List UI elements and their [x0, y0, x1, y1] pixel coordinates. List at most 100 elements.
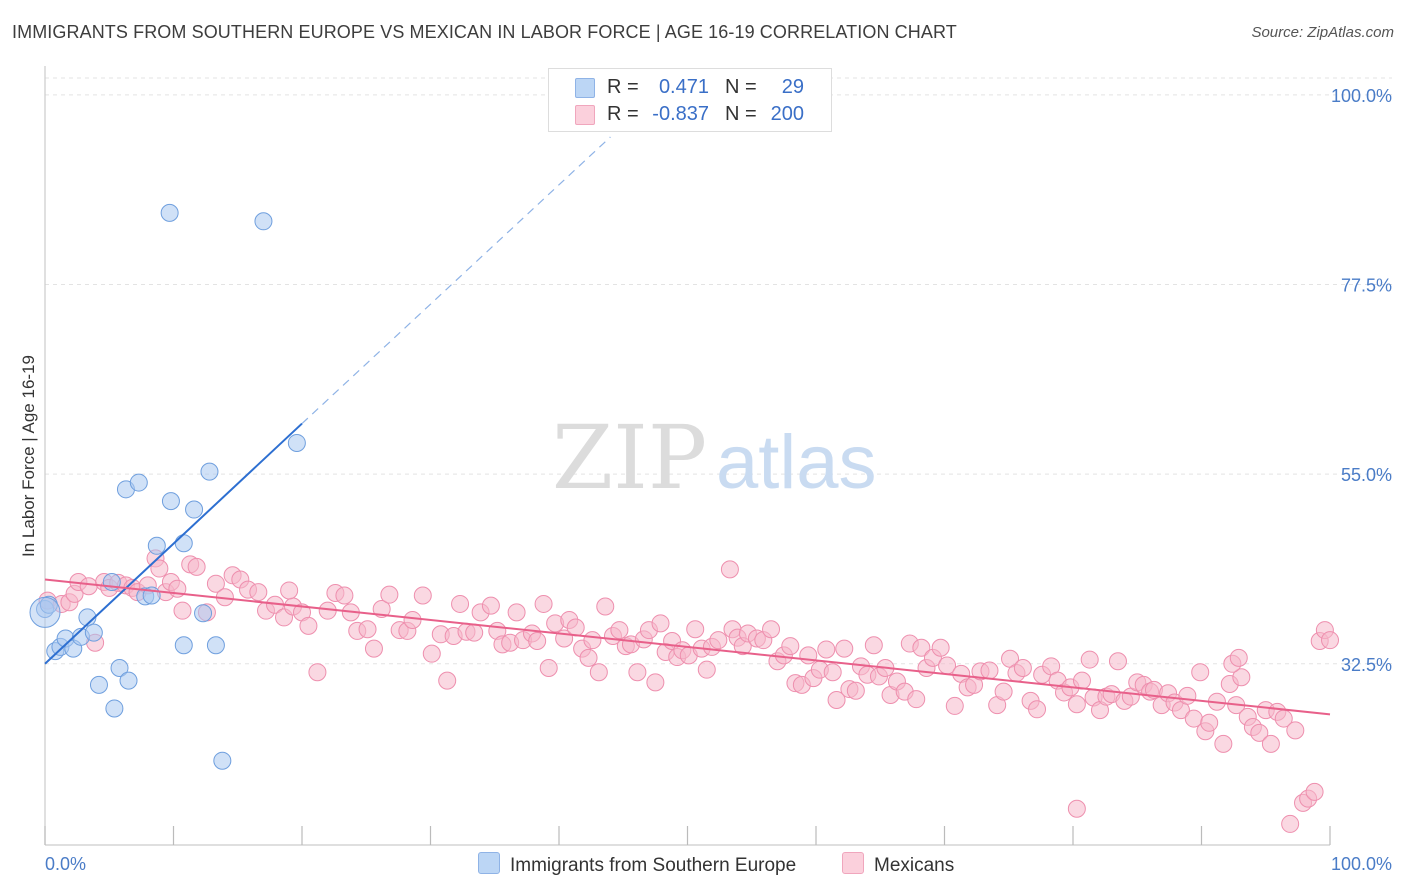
y-tick-label: 100.0% [1331, 86, 1392, 106]
data-point [308, 663, 327, 682]
data-point [907, 690, 926, 709]
r-label: R = [607, 76, 639, 98]
data-point [79, 577, 98, 596]
series-legend: Immigrants from Southern Europe Mexicans [0, 850, 1406, 880]
legend-label: Mexicans [874, 855, 955, 876]
data-point [651, 614, 670, 633]
data-point [213, 751, 232, 770]
data-point [84, 623, 103, 642]
legend-swatch-pink [842, 852, 864, 874]
series-mexicans [38, 549, 1339, 833]
x-tick-label: 0.0% [45, 854, 86, 874]
data-point [287, 433, 306, 452]
trend-lines [44, 136, 1331, 716]
legend-item-southern-europe[interactable]: Immigrants from Southern Europe [478, 852, 796, 877]
data-point [364, 639, 383, 658]
data-point [451, 594, 470, 613]
data-point [1281, 814, 1300, 833]
legend-row-mexicans: R = -0.837 N = 200 [549, 101, 831, 127]
data-point [129, 473, 148, 492]
data-point [438, 671, 457, 690]
data-point [781, 637, 800, 656]
x-tick-label: 100.0% [1331, 854, 1392, 874]
data-point [1229, 648, 1248, 667]
data-point [1080, 650, 1099, 669]
data-point [539, 659, 558, 677]
legend-swatch-pink [575, 105, 595, 125]
n-value: 200 [770, 103, 804, 125]
data-point [372, 600, 391, 618]
data-point [105, 699, 124, 718]
data-point [358, 620, 377, 639]
legend-item-mexicans[interactable]: Mexicans [842, 852, 954, 877]
data-point [161, 492, 180, 511]
data-point [173, 601, 192, 620]
data-point [528, 632, 547, 651]
y-tick-labels: 100.0% 77.5% 55.0% 32.5% [1331, 86, 1392, 675]
y-tick-label: 77.5% [1341, 276, 1392, 296]
data-point [628, 663, 647, 682]
data-point [200, 462, 219, 481]
legend-swatch-blue [575, 78, 595, 98]
y-tick-label: 32.5% [1341, 655, 1392, 675]
data-point [1250, 723, 1269, 742]
data-point [817, 640, 836, 659]
data-point [579, 648, 598, 667]
data-point [1013, 659, 1032, 677]
data-point [534, 594, 553, 613]
data-point [254, 212, 273, 231]
data-point [29, 596, 61, 628]
n-label: N = [725, 103, 757, 125]
data-point [1261, 734, 1280, 753]
trend-line-southern-europe [44, 422, 303, 665]
data-point [422, 644, 441, 663]
data-point [827, 691, 846, 710]
data-point [864, 636, 883, 655]
data-point [697, 660, 716, 679]
data-point [931, 638, 950, 657]
data-point [403, 610, 422, 629]
data-point [119, 671, 138, 690]
data-point [194, 604, 213, 623]
legend-row-southern-europe: R = 0.471 N = 29 [549, 74, 831, 100]
data-point [589, 663, 608, 682]
axes [44, 66, 1331, 846]
trend-extension-southern-europe [301, 136, 611, 425]
data-point [846, 681, 865, 700]
data-point [481, 596, 500, 615]
data-point [994, 682, 1013, 701]
data-point [1108, 652, 1127, 671]
data-point [249, 583, 268, 602]
data-point [566, 618, 585, 637]
n-value: 29 [781, 76, 804, 98]
data-point [980, 661, 999, 680]
data-point [160, 203, 179, 222]
data-point [1214, 734, 1233, 753]
r-value: 0.471 [658, 76, 709, 98]
source-label: Source: ZipAtlas.com [1251, 24, 1394, 41]
data-point [335, 586, 354, 605]
data-point [1028, 700, 1047, 719]
legend-label: Immigrants from Southern Europe [510, 855, 797, 876]
data-point [686, 620, 705, 639]
data-point [596, 597, 615, 616]
data-point [174, 534, 193, 553]
data-point [1321, 631, 1339, 650]
data-point [1305, 782, 1324, 801]
r-label: R = [607, 103, 639, 125]
data-point [187, 557, 206, 576]
data-point [206, 636, 225, 655]
data-point [709, 631, 728, 650]
data-point [835, 639, 854, 658]
data-point [720, 560, 739, 579]
data-point [799, 646, 818, 665]
data-point [89, 675, 108, 694]
data-point [299, 616, 318, 635]
data-point [280, 581, 299, 600]
data-point [583, 631, 602, 650]
data-point [147, 536, 166, 555]
data-point [380, 585, 399, 604]
trend-line-mexicans [44, 578, 1331, 716]
data-point [912, 638, 931, 657]
